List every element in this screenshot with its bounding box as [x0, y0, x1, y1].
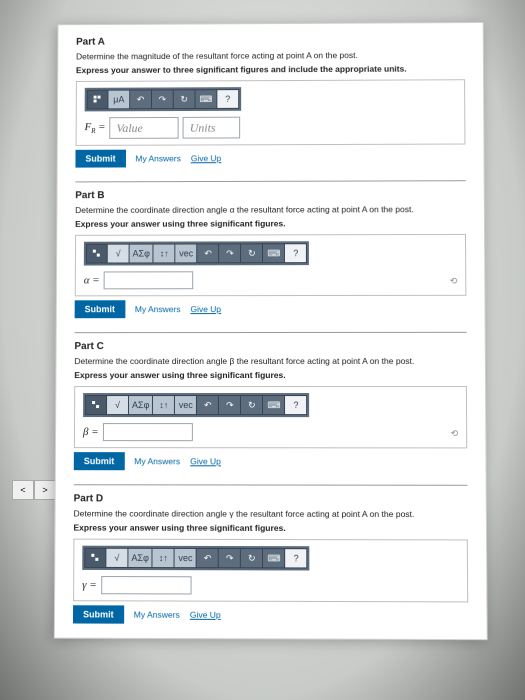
my-answers-link[interactable]: My Answers	[134, 610, 180, 620]
question-text: Determine the coordinate direction angle…	[75, 204, 466, 216]
redo-button[interactable]: ↷	[152, 89, 174, 109]
submit-button[interactable]: Submit	[75, 300, 125, 318]
redo-button[interactable]: ↷	[219, 548, 241, 568]
submit-row: Submit My Answers Give Up	[74, 452, 468, 471]
page-nav: < >	[12, 480, 56, 500]
template-icon[interactable]	[85, 395, 107, 415]
give-up-link[interactable]: Give Up	[190, 610, 221, 620]
my-answers-link[interactable]: My Answers	[135, 304, 181, 314]
template-icon[interactable]	[84, 548, 106, 568]
input-row: γ =	[82, 576, 459, 595]
part-title: Part B	[75, 189, 466, 201]
formula-toolbar: √ ΑΣφ ↕↑ vec ↶ ↷ ↻ ⌨ ?	[83, 393, 309, 417]
sqrt-button[interactable]: √	[107, 395, 129, 415]
value-input[interactable]	[101, 576, 191, 594]
sqrt-button[interactable]: √	[106, 548, 128, 568]
assignment-panel: Part A Determine the magnitude of the re…	[54, 22, 488, 640]
formula-toolbar: √ ΑΣφ ↕↑ vec ↶ ↷ ↻ ⌨ ?	[82, 546, 310, 571]
undo-button[interactable]: ↶	[130, 90, 152, 110]
submit-row: Submit My Answers Give Up	[73, 605, 468, 625]
greek-button[interactable]: ΑΣφ	[130, 244, 154, 264]
arrows-button[interactable]: ↕↑	[153, 395, 175, 415]
variable-label: γ =	[82, 579, 97, 591]
variable-label: FR =	[85, 121, 106, 135]
keyboard-button[interactable]: ⌨	[196, 89, 218, 109]
redo-button[interactable]: ↷	[219, 395, 241, 415]
template-icon[interactable]	[87, 90, 109, 110]
prev-button[interactable]: <	[12, 480, 34, 500]
give-up-link[interactable]: Give Up	[191, 153, 222, 163]
redo-button[interactable]: ↷	[220, 243, 242, 263]
sqrt-button[interactable]: √	[108, 244, 130, 264]
answer-box: √ ΑΣφ ↕↑ vec ↶ ↷ ↻ ⌨ ? β = ⟲	[74, 386, 467, 448]
arrows-button[interactable]: ↕↑	[154, 244, 176, 264]
vec-button[interactable]: vec	[176, 244, 198, 264]
reset-button[interactable]: ↻	[241, 243, 263, 263]
keyboard-button[interactable]: ⌨	[263, 395, 285, 415]
divider	[74, 484, 468, 486]
undo-button[interactable]: ↶	[197, 548, 219, 568]
next-button[interactable]: >	[34, 480, 56, 500]
variable-label: α =	[84, 275, 100, 287]
greek-button[interactable]: ΑΣφ	[128, 548, 153, 568]
part-c: Part C Determine the coordinate directio…	[74, 341, 468, 471]
help-button[interactable]: ?	[286, 548, 308, 568]
submit-row: Submit My Answers Give Up	[75, 300, 467, 318]
part-b: Part B Determine the coordinate directio…	[75, 189, 467, 318]
part-title: Part A	[76, 35, 465, 48]
instruction-text: Express your answer using three signific…	[73, 523, 467, 534]
instruction-text: Express your answer using three signific…	[74, 370, 467, 380]
reset-button[interactable]: ↻	[174, 89, 196, 109]
question-text: Determine the magnitude of the resultant…	[76, 50, 465, 63]
part-a: Part A Determine the magnitude of the re…	[75, 35, 465, 168]
input-row: α =	[84, 271, 458, 290]
formula-toolbar: √ ΑΣφ ↕↑ vec ↶ ↷ ↻ ⌨ ?	[84, 241, 309, 265]
keyboard-button[interactable]: ⌨	[263, 243, 285, 263]
submit-button[interactable]: Submit	[73, 605, 124, 623]
answer-box: √ ΑΣφ ↕↑ vec ↶ ↷ ↻ ⌨ ? α = ⟲	[75, 234, 467, 296]
hint-icon[interactable]: ⟲	[450, 428, 458, 439]
vec-button[interactable]: vec	[175, 395, 197, 415]
reset-button[interactable]: ↻	[241, 395, 263, 415]
value-input[interactable]: Value	[109, 117, 178, 139]
hint-icon[interactable]: ⟲	[450, 276, 458, 287]
formula-toolbar: μA ↶ ↷ ↻ ⌨ ?	[85, 87, 242, 111]
units-mu-button[interactable]: μA	[108, 90, 130, 110]
part-d: Part D Determine the coordinate directio…	[73, 493, 468, 625]
input-row: FR = Value Units	[85, 116, 457, 139]
give-up-link[interactable]: Give Up	[190, 304, 221, 314]
vec-button[interactable]: vec	[175, 548, 197, 568]
submit-row: Submit My Answers Give Up	[75, 149, 465, 168]
reset-button[interactable]: ↻	[241, 548, 263, 568]
undo-button[interactable]: ↶	[198, 244, 220, 264]
submit-button[interactable]: Submit	[74, 452, 125, 470]
part-title: Part C	[74, 341, 466, 352]
part-title: Part D	[74, 493, 468, 505]
help-button[interactable]: ?	[217, 89, 239, 109]
my-answers-link[interactable]: My Answers	[134, 456, 180, 466]
my-answers-link[interactable]: My Answers	[135, 153, 180, 163]
keyboard-button[interactable]: ⌨	[263, 548, 285, 568]
undo-button[interactable]: ↶	[197, 395, 219, 415]
answer-box: √ ΑΣφ ↕↑ vec ↶ ↷ ↻ ⌨ ? γ =	[73, 539, 468, 603]
question-text: Determine the coordinate direction angle…	[74, 509, 468, 521]
greek-button[interactable]: ΑΣφ	[129, 395, 153, 415]
question-text: Determine the coordinate direction angle…	[74, 356, 466, 367]
answer-box: μA ↶ ↷ ↻ ⌨ ? FR = Value Units	[76, 79, 466, 146]
divider	[75, 180, 465, 182]
input-row: β =	[83, 423, 458, 441]
template-icon[interactable]	[86, 244, 108, 264]
divider	[75, 332, 467, 333]
units-input[interactable]: Units	[183, 117, 241, 139]
give-up-link[interactable]: Give Up	[190, 456, 221, 466]
instruction-text: Express your answer to three significant…	[76, 63, 465, 75]
submit-button[interactable]: Submit	[75, 150, 125, 168]
value-input[interactable]	[103, 423, 193, 441]
instruction-text: Express your answer using three signific…	[75, 218, 466, 229]
help-button[interactable]: ?	[285, 243, 307, 263]
value-input[interactable]	[104, 271, 194, 289]
help-button[interactable]: ?	[285, 395, 307, 415]
variable-label: β =	[83, 426, 99, 438]
arrows-button[interactable]: ↕↑	[153, 548, 175, 568]
